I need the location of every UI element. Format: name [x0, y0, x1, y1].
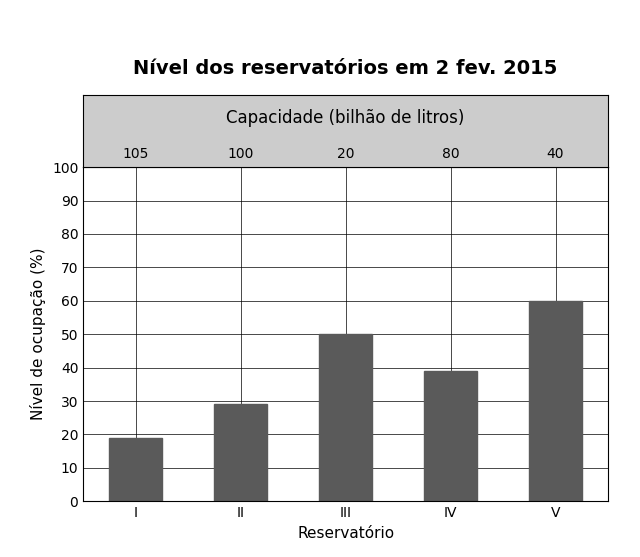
Y-axis label: Nível de ocupação (%): Nível de ocupação (%) [31, 248, 47, 421]
Text: 100: 100 [227, 147, 254, 161]
Text: 80: 80 [442, 147, 460, 161]
Bar [529, 301, 582, 501]
Text: Nível dos reservatórios em 2 fev. 2015: Nível dos reservatórios em 2 fev. 2015 [133, 59, 558, 78]
X-axis label: Reservatório: Reservatório [297, 526, 394, 541]
Text: 40: 40 [547, 147, 564, 161]
Bar [424, 371, 477, 501]
Text: 20: 20 [337, 147, 355, 161]
Bar [214, 404, 267, 501]
Bar [109, 438, 162, 501]
Text: 105: 105 [122, 147, 149, 161]
Bar [319, 334, 372, 501]
Text: Capacidade (bilhão de litros): Capacidade (bilhão de litros) [227, 109, 465, 127]
